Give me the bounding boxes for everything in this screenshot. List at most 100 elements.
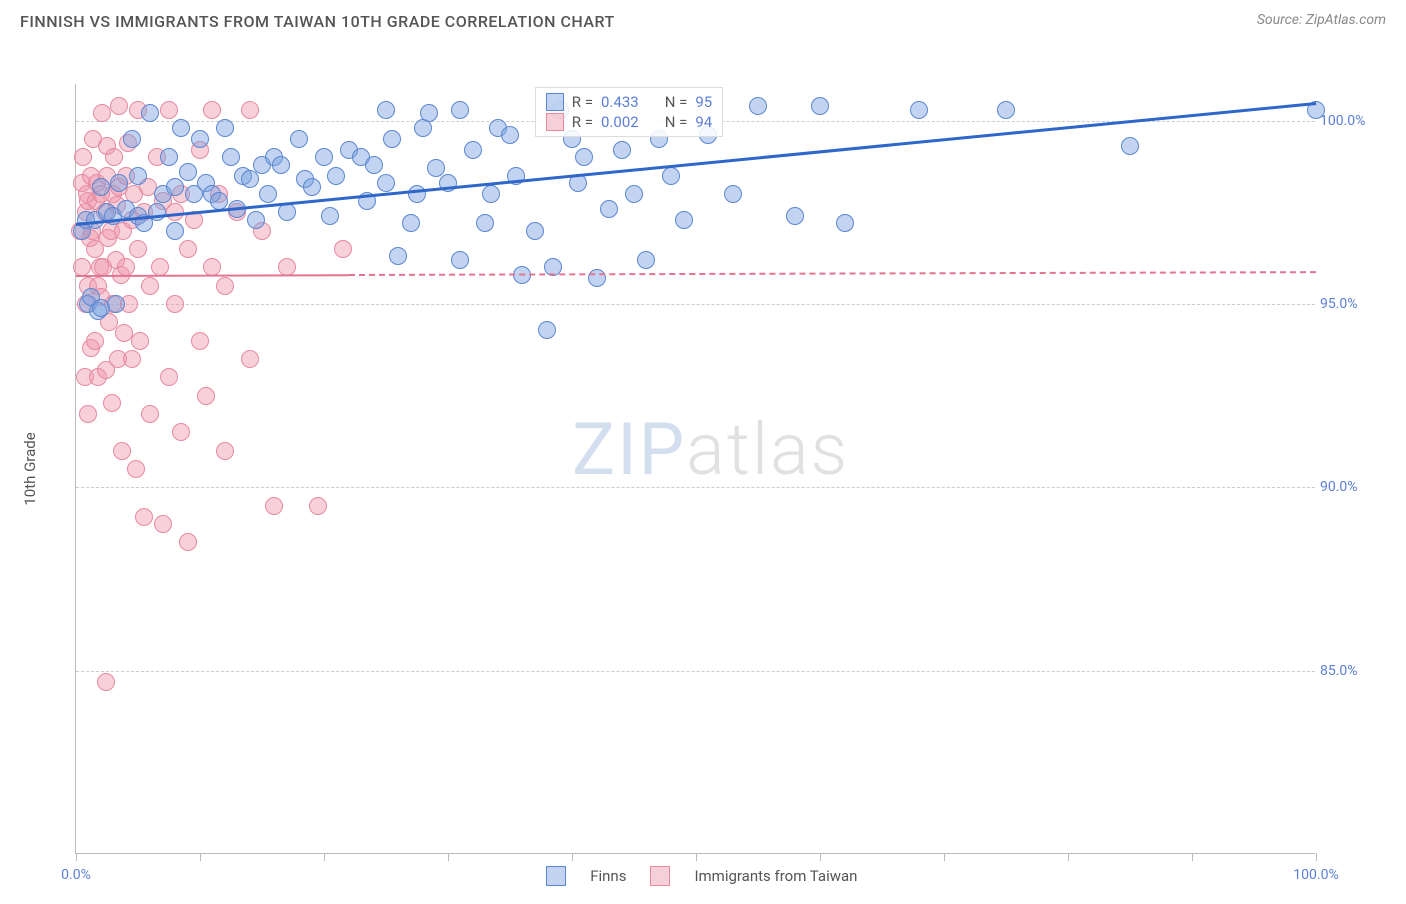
data-point [73,258,91,276]
data-point [103,394,121,412]
data-point [303,178,321,196]
data-point [836,214,854,232]
legend-n-label: N = [665,93,688,111]
data-point [166,222,184,240]
y-tick-label: 85.0% [1320,663,1375,679]
data-point [129,167,147,185]
trend-line [76,274,349,277]
data-point [141,405,159,423]
x-tick [448,853,449,861]
data-point [1121,137,1139,155]
data-point [476,214,494,232]
chart-title: FINNISH VS IMMIGRANTS FROM TAIWAN 10TH G… [20,12,615,31]
data-point [811,97,829,115]
legend-n-label: N = [665,113,688,131]
data-point [166,295,184,313]
chart-header: FINNISH VS IMMIGRANTS FROM TAIWAN 10TH G… [0,0,1406,39]
chart-area: 10th Grade 100.0%95.0%90.0%85.0%0.0%100.… [20,39,1386,904]
data-point [389,247,407,265]
data-point [93,104,111,122]
data-point [451,101,469,119]
data-point [172,119,190,137]
correlation-legend: R =0.433N =95R =0.002N =94 [535,87,723,137]
data-point [107,295,125,313]
data-point [575,148,593,166]
data-point [241,350,259,368]
data-point [179,533,197,551]
legend-swatch [650,866,670,886]
data-point [265,497,283,515]
data-point [501,126,519,144]
data-point [110,97,128,115]
data-point [97,673,115,691]
legend-r-value: 0.433 [601,93,639,111]
data-point [216,442,234,460]
data-point [662,167,680,185]
data-point [105,148,123,166]
legend-row: R =0.002N =94 [546,112,712,132]
data-point [420,104,438,122]
data-point [315,148,333,166]
legend-n-value: 94 [695,113,712,131]
data-point [538,321,556,339]
data-point [365,156,383,174]
data-point [334,240,352,258]
x-tick-label: 0.0% [61,867,91,883]
data-point [129,240,147,258]
data-point [160,101,178,119]
data-point [247,211,265,229]
x-tick [696,853,697,861]
x-tick [200,853,201,861]
data-point [191,130,209,148]
legend-swatch [546,93,564,111]
data-point [141,104,159,122]
legend-swatch [546,113,564,131]
legend-series-label: Immigrants from Taiwan [694,867,857,885]
data-point [179,240,197,258]
x-tick [572,853,573,861]
data-point [127,460,145,478]
x-tick-label: 100.0% [1293,867,1338,883]
data-point [79,405,97,423]
data-point [197,387,215,405]
data-point [272,156,290,174]
data-point [123,350,141,368]
data-point [241,170,259,188]
data-point [113,442,131,460]
data-point [637,251,655,269]
source-name: ZipAtlas.com [1306,12,1386,28]
data-point [786,207,804,225]
legend-row: R =0.433N =95 [546,92,712,112]
data-point [203,101,221,119]
data-point [151,258,169,276]
data-point [166,178,184,196]
data-point [749,97,767,115]
gridline [76,304,1315,305]
data-point [160,148,178,166]
data-point [675,211,693,229]
data-point [997,101,1015,119]
data-point [613,141,631,159]
data-point [74,148,92,166]
series-legend: FinnsImmigrants from Taiwan [546,866,857,886]
data-point [179,163,197,181]
y-tick-label: 90.0% [1320,479,1375,495]
data-point [135,508,153,526]
x-tick [820,853,821,861]
data-point [327,167,345,185]
data-point [172,423,190,441]
data-point [160,368,178,386]
x-tick [1316,853,1317,861]
data-point [110,174,128,192]
plot-area: 100.0%95.0%90.0%85.0%0.0%100.0%ZIPatlasR… [75,84,1315,854]
data-point [377,174,395,192]
source-prefix: Source: [1257,12,1306,28]
trend-line [349,271,1316,276]
watermark: ZIPatlas [572,407,849,492]
data-point [216,119,234,137]
data-point [377,101,395,119]
x-tick [1068,853,1069,861]
data-point [309,497,327,515]
data-point [241,101,259,119]
data-point [117,258,135,276]
